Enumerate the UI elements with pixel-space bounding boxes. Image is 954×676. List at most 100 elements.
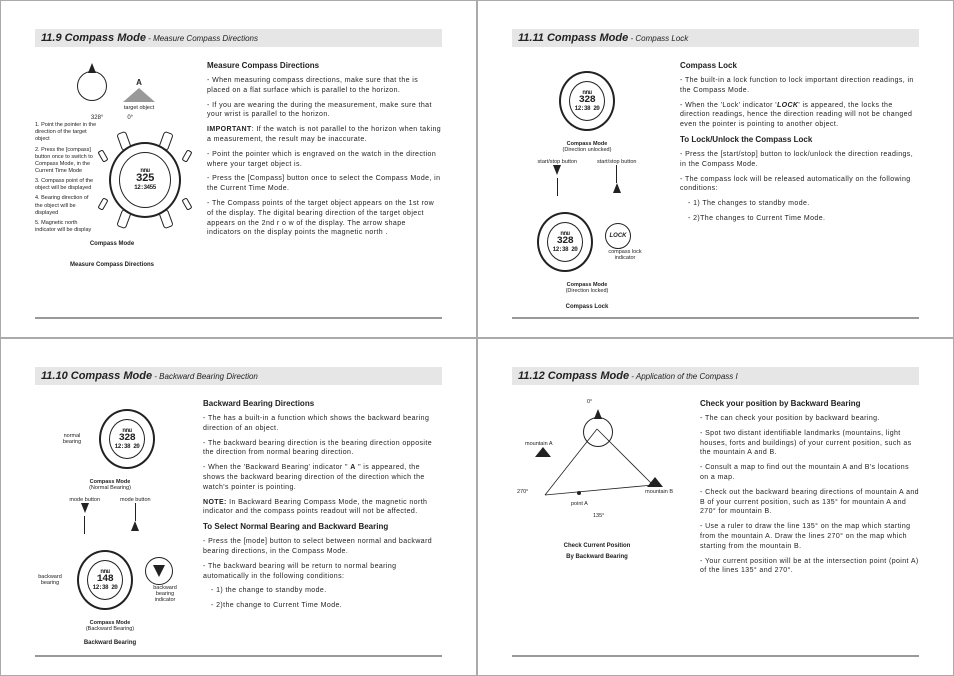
deg-0: 0° [127, 115, 133, 122]
figure-footer: Backward Bearing [84, 640, 136, 647]
cap1b: (Direction unlocked) [563, 147, 612, 153]
callout-1: 1. Point the pointer in the direction of… [35, 122, 97, 143]
callout-3: 3. Compass point of the object will be d… [35, 178, 97, 192]
para: - Use a ruler to draw the line 135° on t… [700, 522, 919, 551]
heading: Backward Bearing Directions [203, 399, 442, 408]
title-sub: - Compass Lock [628, 34, 688, 43]
w2-r3: 12:38 20 [93, 585, 118, 591]
callout-2: 2. Press the [compass] button once to sw… [35, 147, 97, 176]
section-11-11: 11.11 Compass Mode - Compass Lock nnu 32… [477, 0, 954, 338]
para: - Check out the backward bearing directi… [700, 488, 919, 517]
title-sub: - Application of the Compass I [629, 372, 738, 381]
w1-r3: 12:38 20 [115, 444, 140, 450]
section-title: 11.11 Compass Mode - Compass Lock [512, 29, 919, 47]
heading: Measure Compass Directions [207, 61, 442, 70]
body-text: Compass Lock - The built-in a lock funct… [680, 61, 919, 312]
mountain-b-icon [647, 477, 663, 487]
heading: To Select Normal Bearing and Backward Be… [203, 522, 442, 531]
backward-bearing-label: backward bearing [35, 574, 65, 586]
para: - When measuring compass directions, mak… [207, 76, 442, 96]
para: - If you are wearing the during the meas… [207, 101, 442, 121]
lock-ind-label: compass lock indicator [605, 249, 645, 261]
watch-row3: 12:3455 [134, 185, 156, 191]
para: - Press the [start/stop] button to lock/… [680, 150, 919, 170]
para: - The backward bearing will be return to… [203, 562, 442, 582]
body-text: Backward Bearing Directions - The has a … [203, 399, 442, 648]
mountain-a-icon [535, 447, 551, 457]
compass-rose-icon [69, 63, 115, 109]
down-arrow-badge-icon [145, 557, 173, 585]
watch-backward: nnu 148 12:38 20 [69, 542, 141, 618]
heading: Compass Lock [680, 61, 919, 70]
watch-locked: nnu 328 12:38 20 [529, 204, 601, 280]
section-11-12: 11.12 Compass Mode - Application of the … [477, 338, 954, 676]
body-text: Measure Compass Directions - When measur… [207, 61, 442, 270]
figure-11-9: A target object 328° 0° 1. Point the poi… [35, 61, 189, 270]
mountain-a-label: mountain A [525, 441, 553, 447]
section-11-9: 11.9 Compass Mode - Measure Compass Dire… [0, 0, 477, 338]
para: - The Compass points of the target objec… [207, 199, 442, 238]
cap2b: (Direction locked) [566, 288, 609, 294]
title-num: 11.10 Compass Mode [41, 370, 152, 382]
callout-4: 4. Bearing direction of the object will … [35, 195, 97, 216]
callout-list: 1. Point the pointer in the direction of… [35, 122, 97, 237]
para: - When the 'Backward Bearing' indicator … [203, 463, 442, 492]
para: - Point the pointer which is engraved on… [207, 150, 442, 170]
list-item: 1) the change to standby mode. [211, 586, 442, 596]
figure-footer: Measure Compass Directions [70, 262, 154, 269]
para: - The backward bearing direction is the … [203, 439, 442, 459]
section-title: 11.9 Compass Mode - Measure Compass Dire… [35, 29, 442, 47]
w1-r3: 12:38 20 [575, 106, 600, 112]
watch-unlocked: nnu 328 12:38 20 [551, 63, 623, 139]
watch-caption: Compass Mode [90, 241, 134, 248]
title-num: 11.9 Compass Mode [41, 32, 146, 44]
target-a-label: A [123, 78, 155, 88]
arrow-up-icon [131, 521, 139, 531]
figure-11-10: normal bearing nnu 328 12:38 20 Compass … [35, 399, 185, 648]
arrow-down-icon [553, 165, 561, 175]
fig-cap1: Check Current Position [564, 543, 631, 550]
deg-328: 328° [91, 115, 103, 122]
para: - Your current position will be at the i… [700, 557, 919, 577]
para: - When the 'Lock' indicator 'LOCK' is ap… [680, 101, 919, 130]
title-num: 11.11 Compass Mode [518, 32, 628, 44]
normal-bearing-label: normal bearing [57, 433, 87, 445]
cap1b: (Normal Bearing) [89, 485, 131, 491]
para: - Spot two distant identifiable landmark… [700, 429, 919, 458]
watch-normal: nnu 328 12:38 20 [91, 401, 163, 477]
mountain-b-label: mountain B [645, 489, 673, 495]
list-item: 2)The changes to Current Time Mode. [688, 214, 919, 224]
para: - The has a built-in a function which sh… [203, 414, 442, 434]
point-a-dot-icon [577, 491, 581, 495]
bb-indicator-label: backward bearing indicator [145, 585, 185, 603]
heading: Check your position by Backward Bearing [700, 399, 919, 408]
para: IMPORTANTIMPORTANT: If the watch is not … [207, 125, 442, 145]
watch-drawing: nnu 325 12:3455 [101, 134, 189, 226]
manual-spread: 11.9 Compass Mode - Measure Compass Dire… [0, 0, 954, 676]
section-rule [512, 317, 919, 319]
fig-cap2: By Backward Bearing [566, 554, 628, 561]
cap2b: (Backward Bearing) [86, 626, 134, 632]
section-title: 11.10 Compass Mode - Backward Bearing Di… [35, 367, 442, 385]
w2-r3: 12:38 20 [553, 247, 578, 253]
callout-5: 5. Magnetic north indicator will be disp… [35, 220, 97, 234]
section-rule [35, 655, 442, 657]
para: - Press the [Compass] button once to sel… [207, 174, 442, 194]
list-item: 2)the change to Current Time Mode. [211, 601, 442, 611]
deg-270: 270° [517, 489, 528, 495]
para: - Press the [mode] button to select betw… [203, 537, 442, 557]
ss-right-label: start/stop button [597, 159, 636, 165]
target-mountain-icon [123, 88, 155, 102]
title-sub: - Measure Compass Directions [146, 34, 258, 43]
para: - The compass lock will be released auto… [680, 175, 919, 195]
para: - The can check your position by backwar… [700, 414, 919, 424]
para: - The built-in a lock function to lock i… [680, 76, 919, 96]
section-rule [35, 317, 442, 319]
section-11-10: 11.10 Compass Mode - Backward Bearing Di… [0, 338, 477, 676]
arrow-up-icon [613, 183, 621, 193]
mode-r-label: mode button [120, 497, 151, 503]
deg-135: 135° [593, 513, 604, 519]
arrow-down-icon [81, 503, 89, 513]
body-text: Check your position by Backward Bearing … [700, 399, 919, 581]
target-label: target object [123, 105, 155, 111]
